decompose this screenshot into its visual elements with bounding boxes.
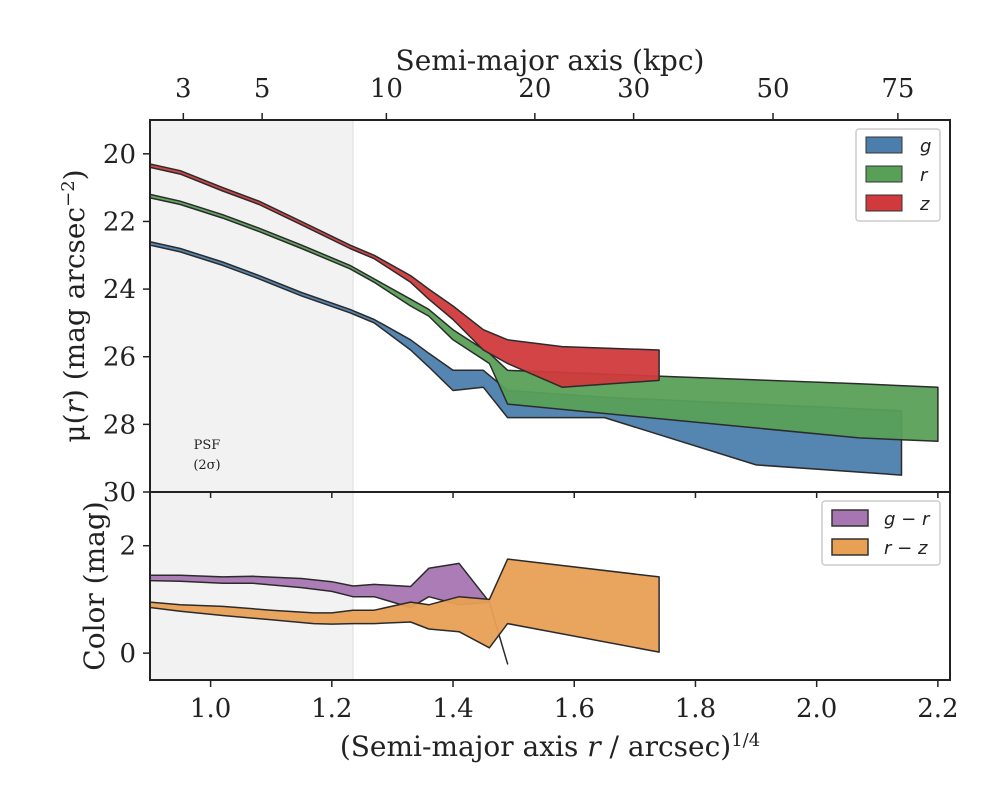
x-tick-label: 1.4 xyxy=(432,694,473,724)
legend-label-g-r: g − r xyxy=(884,509,931,530)
x-tick-label: 1.2 xyxy=(311,694,352,724)
x-tick-label: 1.0 xyxy=(190,694,231,724)
y-tick-label-top: 22 xyxy=(103,207,136,237)
psf-label: PSF xyxy=(194,438,221,453)
legend-label-g: g xyxy=(920,136,931,157)
legend-swatch-r-z xyxy=(831,538,869,556)
x-tick-label: 1.8 xyxy=(675,694,716,724)
legend-swatch-z xyxy=(865,194,903,212)
y-tick-label-bottom: 2 xyxy=(119,532,136,562)
top-axis-tick-label: 10 xyxy=(370,74,403,104)
top-axis-tick-label: 75 xyxy=(881,74,914,104)
bottom-panel-bands xyxy=(150,558,660,665)
legend-swatch-r xyxy=(865,165,903,183)
band-z xyxy=(150,163,660,388)
psf-shaded-region-top xyxy=(149,119,354,493)
x-tick-label: 1.6 xyxy=(554,694,595,724)
legend-label-r-z: r − z xyxy=(884,538,928,559)
top-axis-tick-label: 30 xyxy=(617,74,650,104)
legend-top: g r z xyxy=(855,128,941,222)
y-tick-label-top: 20 xyxy=(103,140,136,170)
y-axis-title-top: μ(r) (mag arcsec−2) xyxy=(58,169,92,442)
top-axis-tick-label: 20 xyxy=(518,74,551,104)
y-tick-label-top: 30 xyxy=(103,478,136,508)
band-r xyxy=(150,193,939,443)
top-axis-tick-label: 5 xyxy=(254,74,271,104)
top-axis-tick-label: 3 xyxy=(175,74,192,104)
legend-label-r: r xyxy=(920,165,929,186)
y-axis-title-bottom: Color (mag) xyxy=(78,501,111,670)
y-tick-label-top: 28 xyxy=(103,410,136,440)
y-tick-label-top: 24 xyxy=(103,275,136,305)
psf-sigma-label: (2σ) xyxy=(193,458,220,473)
x-axis-title: (Semi-major axis r / arcsec)1/4 xyxy=(340,730,760,764)
bottom-panel-frame xyxy=(149,491,951,681)
y-tick-label-top: 26 xyxy=(103,343,136,373)
legend-bottom: g − r r − z xyxy=(821,500,941,566)
top-panel-bands xyxy=(150,163,939,476)
legend-label-z: z xyxy=(919,194,930,215)
legend-swatch-g xyxy=(865,136,903,154)
axis-ticks: 20 22 24 26 28 30 0 2 1.0 1.2 1.4 1.6 1.8 2.0 2.2 3 5 10 2… xyxy=(103,74,959,724)
y-tick-label-bottom: 0 xyxy=(119,639,136,669)
x-tick-label: 2.2 xyxy=(917,694,958,724)
band-r-minus-z xyxy=(150,558,660,653)
legend-swatch-g-r xyxy=(831,509,869,527)
x-tick-label: 2.0 xyxy=(796,694,837,724)
top-axis-tick-label: 50 xyxy=(756,74,789,104)
top-axis-title: Semi-major axis (kpc) xyxy=(396,44,705,77)
